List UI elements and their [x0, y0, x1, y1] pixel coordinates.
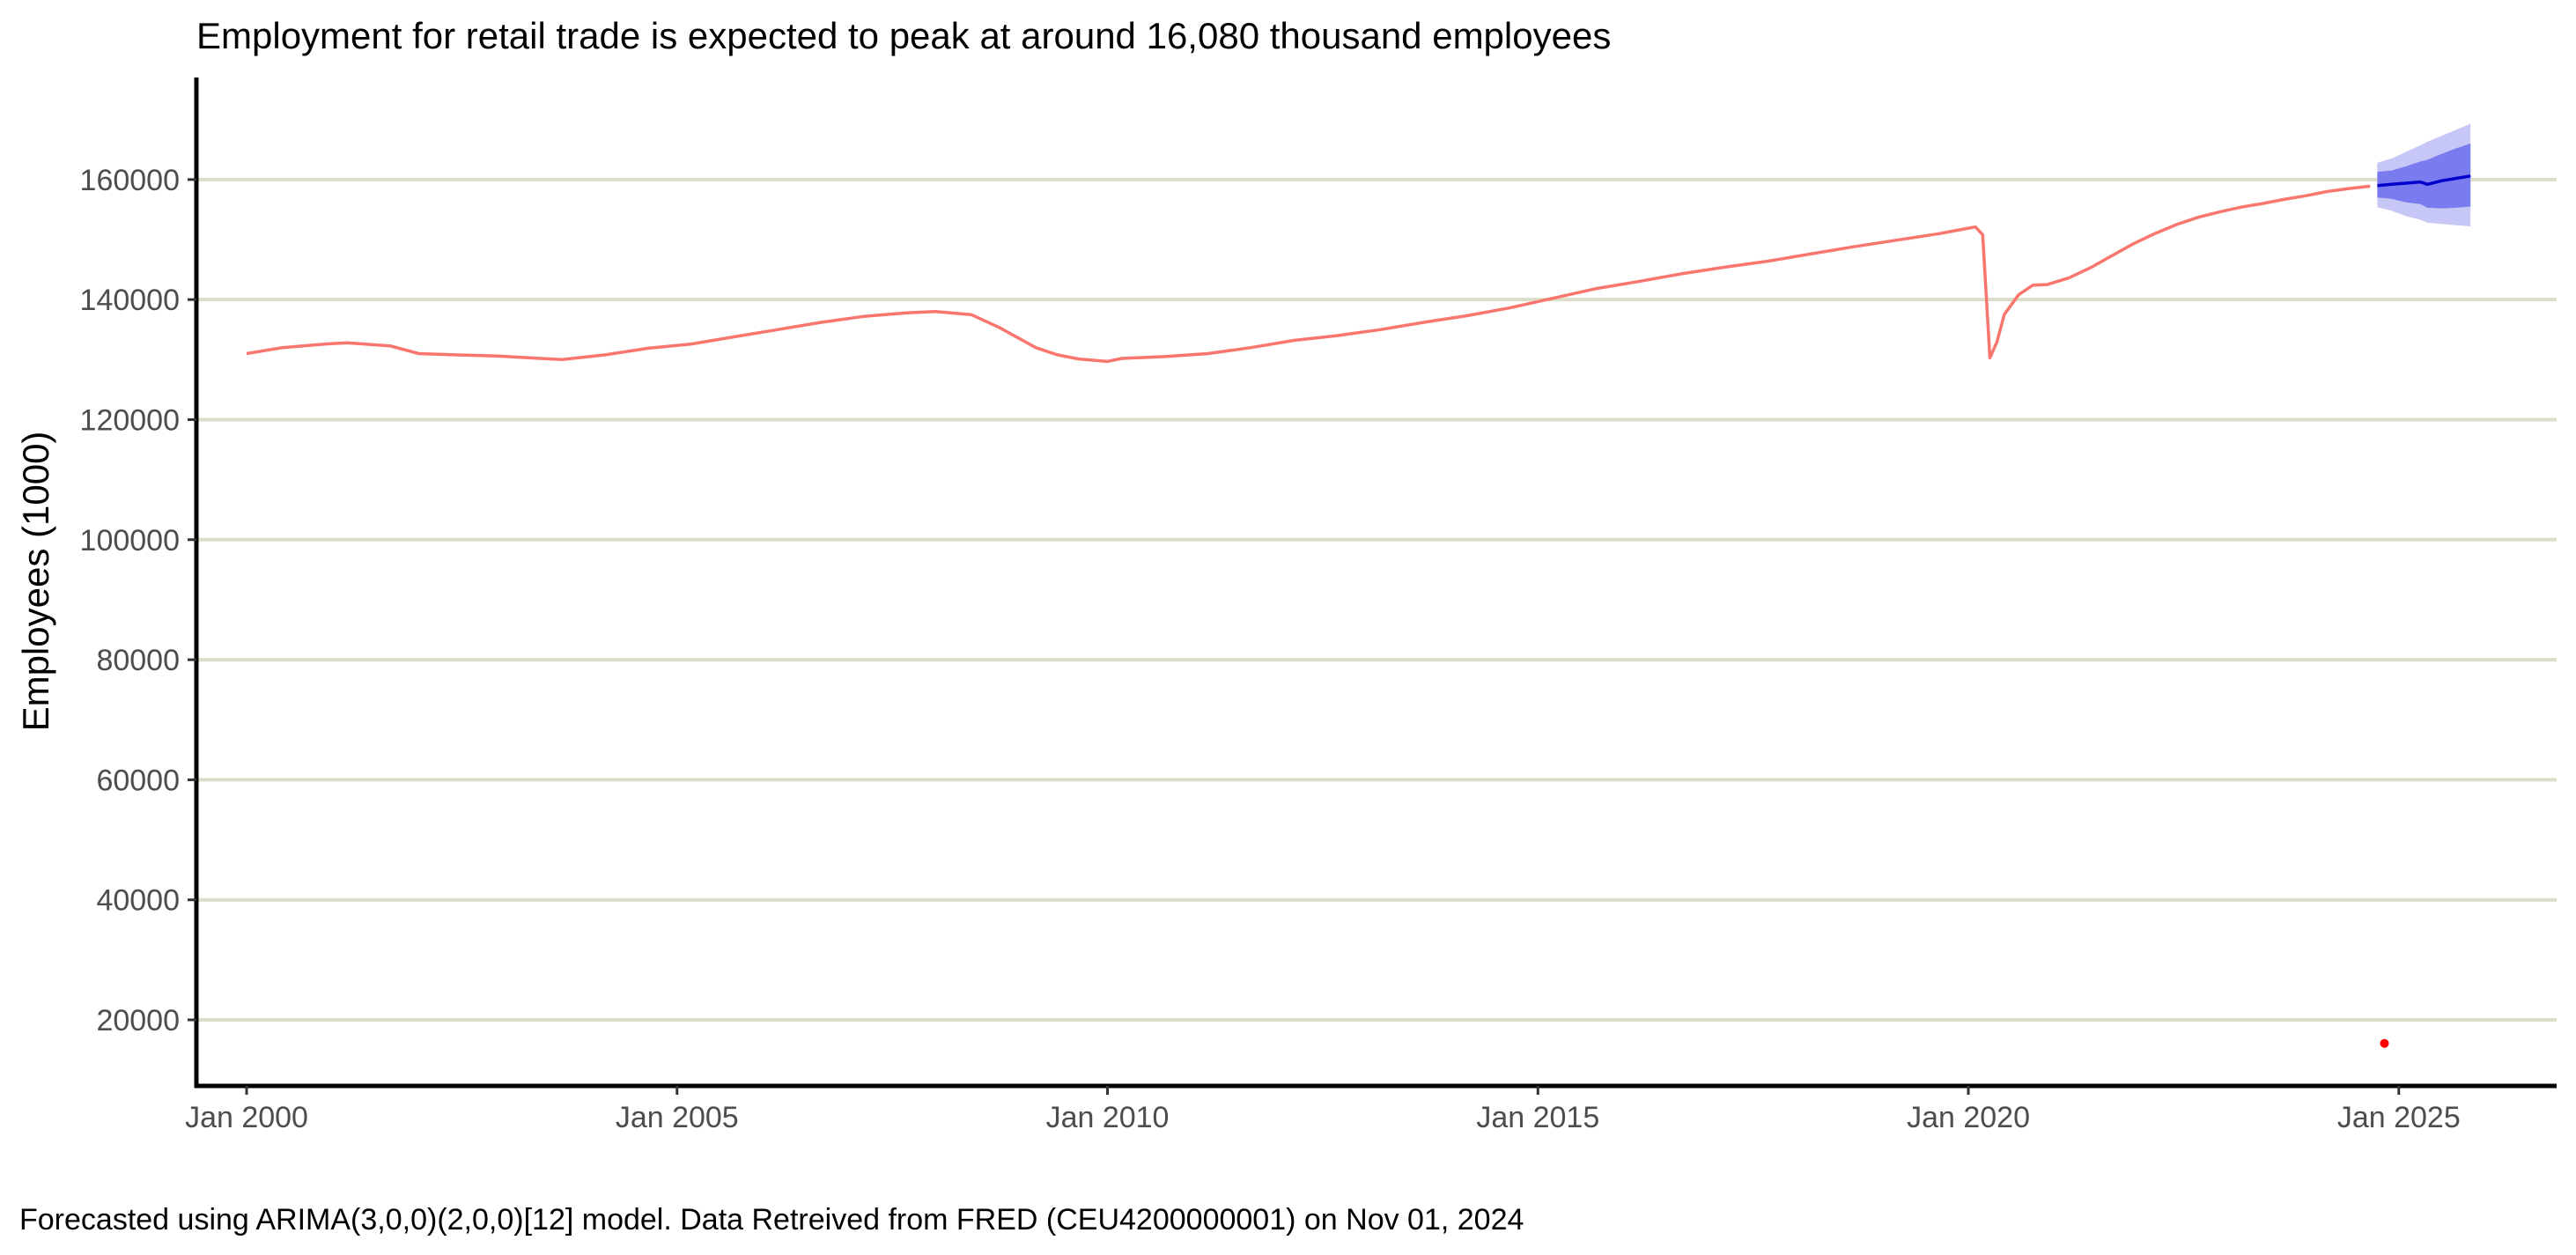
y-axis-ticks: 20000 40000 60000 80000 100000 120000 140000 16…: [80, 164, 196, 1037]
chart-title: Employment for retail trade is expected …: [196, 15, 1611, 56]
y-tick-label: 120000: [80, 403, 180, 437]
x-tick-label: Jan 2025: [2337, 1101, 2461, 1134]
historical-series-line: [246, 184, 2371, 364]
y-tick-label: 160000: [80, 164, 180, 197]
x-tick-label: Jan 2010: [1046, 1101, 1170, 1134]
gridlines: [196, 177, 2557, 1022]
x-tick-label: Jan 2005: [616, 1101, 739, 1134]
y-tick-label: 100000: [80, 524, 180, 557]
forecast-80-interval-layer: [2377, 144, 2471, 209]
chart-caption: Forecasted using ARIMA(3,0,0)(2,0,0)[12]…: [19, 1203, 1524, 1237]
y-tick-label: 80000: [96, 644, 180, 677]
x-tick-label: Jan 2020: [1907, 1101, 2030, 1134]
y-tick-label: 20000: [96, 1004, 180, 1037]
annotation-point-layer: [2380, 1038, 2389, 1048]
y-tick-label: 40000: [96, 884, 180, 918]
x-axis-ticks: Jan 2000 Jan 2005 Jan 2010 Jan 2015 Jan 2020…: [185, 1086, 2461, 1134]
forecast-80-interval-band: [2377, 144, 2471, 209]
y-axis-title: Employees (1000): [15, 432, 56, 732]
series-layer: [246, 174, 2471, 364]
y-tick-label: 140000: [80, 284, 180, 317]
peak-value-point: [2380, 1038, 2389, 1048]
x-tick-label: Jan 2015: [1476, 1101, 1599, 1134]
forecast-series-line: [2377, 174, 2471, 188]
x-tick-label: Jan 2000: [185, 1101, 308, 1134]
plot-panel: [196, 123, 2557, 1048]
y-tick-label: 60000: [96, 764, 180, 797]
